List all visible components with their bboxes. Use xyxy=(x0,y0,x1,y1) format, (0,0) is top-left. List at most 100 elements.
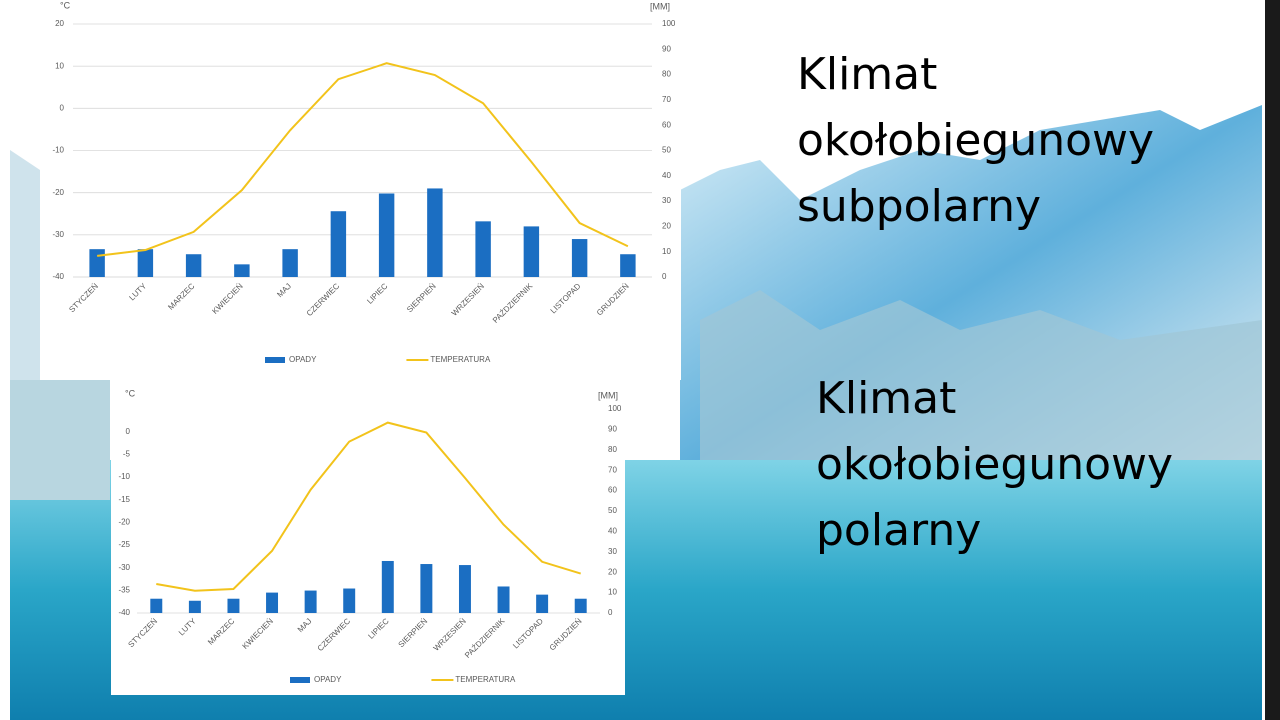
y2-axis-label: [MM] xyxy=(598,390,618,400)
label-subpolar: Klimat okołobiegunowy subpolarny xyxy=(797,42,1154,240)
legend-label: OPADY xyxy=(289,355,317,364)
bar xyxy=(89,249,105,277)
y2-tick-label: 70 xyxy=(608,465,617,474)
y2-tick-label: 30 xyxy=(662,196,671,205)
bar xyxy=(282,249,298,277)
y2-tick-label: 100 xyxy=(662,19,676,28)
chart: °C [MM] -40 -35 -30 -25 -20 -15 -10 -5 0 0 10 20 30 40 5… xyxy=(111,378,625,695)
label-line: polarny xyxy=(816,505,982,556)
label-line: okołobiegunowy xyxy=(797,115,1155,166)
bar xyxy=(475,221,491,277)
bar xyxy=(420,564,433,613)
y2-tick-label: 40 xyxy=(608,527,617,536)
x-tick-label: SIERPIEŃ xyxy=(397,616,430,649)
bar xyxy=(523,226,540,277)
x-tick-label: SIERPIEŃ xyxy=(405,281,438,314)
x-tick-label: LIPIEC xyxy=(365,281,389,305)
x-tick-label: WRZESIEŃ xyxy=(432,616,468,652)
y2-tick-label: 20 xyxy=(608,567,617,576)
y2-tick-label: 50 xyxy=(662,146,671,155)
y-tick-label: -20 xyxy=(52,188,64,197)
y-tick-label: -25 xyxy=(118,540,130,549)
ice-shadow xyxy=(700,290,1262,470)
bar xyxy=(188,600,201,613)
y2-tick-label: 50 xyxy=(608,506,617,515)
x-tick-label: KWIECIEŃ xyxy=(241,616,275,650)
y-tick-label: -10 xyxy=(52,146,64,155)
y2-tick-label: 60 xyxy=(608,486,617,495)
x-tick-label: MAJ xyxy=(275,282,293,300)
x-tick-label: LIPIEC xyxy=(366,616,390,640)
x-tick-label: GRUDZIEŃ xyxy=(595,281,631,317)
bar xyxy=(227,598,240,613)
y2-tick-label: 80 xyxy=(662,70,671,79)
legend-label: TEMPERATURA xyxy=(430,355,491,364)
y-axis-label: °C xyxy=(125,388,136,398)
x-tick-label: LISTOPAD xyxy=(549,281,583,315)
label-line: subpolarny xyxy=(797,181,1042,232)
x-tick-label: PAŹDZIERNIK xyxy=(491,281,535,325)
label-line: Klimat xyxy=(816,373,957,424)
legend-label: TEMPERATURA xyxy=(455,675,516,684)
y2-tick-label: 10 xyxy=(662,247,671,256)
bar xyxy=(150,598,163,613)
x-tick-label: STYCZEŃ xyxy=(67,281,100,314)
x-tick-label: LUTY xyxy=(127,281,148,302)
y-tick-label: -20 xyxy=(118,517,130,526)
x-tick-label: MAJ xyxy=(296,617,314,635)
bar xyxy=(427,188,443,277)
x-tick-label: WRZESIEŃ xyxy=(450,281,486,317)
y-tick-label: 10 xyxy=(55,61,64,70)
ice-floe xyxy=(10,380,110,500)
y2-tick-label: 20 xyxy=(662,222,671,231)
bar xyxy=(137,249,154,277)
y-tick-label: -30 xyxy=(52,230,64,239)
y-tick-label: 0 xyxy=(60,103,65,112)
y2-tick-label: 80 xyxy=(608,445,617,454)
label-line: Klimat xyxy=(797,49,938,100)
bar xyxy=(574,598,587,613)
bar xyxy=(571,239,588,277)
y-tick-label: -30 xyxy=(118,563,130,572)
y2-tick-label: 90 xyxy=(662,44,671,53)
bar xyxy=(381,560,394,613)
legend-label: OPADY xyxy=(314,675,342,684)
y-tick-label: -40 xyxy=(118,608,130,617)
bar xyxy=(330,211,347,277)
y2-tick-label: 60 xyxy=(662,120,671,129)
bar xyxy=(304,590,317,613)
y2-tick-label: 0 xyxy=(662,272,667,281)
label-polar: Klimat okołobiegunowy polarny xyxy=(816,366,1173,564)
y2-tick-label: 70 xyxy=(662,95,671,104)
x-tick-label: LUTY xyxy=(177,616,198,637)
x-tick-label: MARZEC xyxy=(206,616,236,646)
y2-tick-label: 100 xyxy=(608,404,622,413)
bar xyxy=(266,592,279,613)
bar xyxy=(343,588,356,613)
y-tick-label: -40 xyxy=(52,272,64,281)
legend-swatch xyxy=(265,357,285,363)
bar xyxy=(536,594,549,613)
y2-axis-label: [MM] xyxy=(650,1,670,11)
edge xyxy=(1265,0,1280,720)
y-tick-label: -15 xyxy=(118,495,130,504)
line xyxy=(97,62,629,257)
y-tick-label: -5 xyxy=(123,449,131,458)
x-tick-label: CZERWIEC xyxy=(316,616,353,653)
y2-tick-label: 90 xyxy=(608,425,617,434)
y2-tick-label: 0 xyxy=(608,608,613,617)
bar xyxy=(497,586,510,613)
line xyxy=(156,421,582,592)
bar xyxy=(378,193,395,277)
x-tick-label: MARZEC xyxy=(166,281,196,311)
bar xyxy=(620,254,636,277)
y-tick-label: -10 xyxy=(118,472,130,481)
y-tick-label: -35 xyxy=(118,585,130,594)
x-tick-label: PAŹDZIERNIK xyxy=(463,616,507,660)
y-tick-label: 0 xyxy=(126,427,131,436)
x-tick-label: KWIECIEŃ xyxy=(210,281,244,315)
bar xyxy=(185,254,202,277)
x-tick-label: STYCZEŃ xyxy=(126,616,159,649)
x-tick-label: CZERWIEC xyxy=(305,281,342,318)
